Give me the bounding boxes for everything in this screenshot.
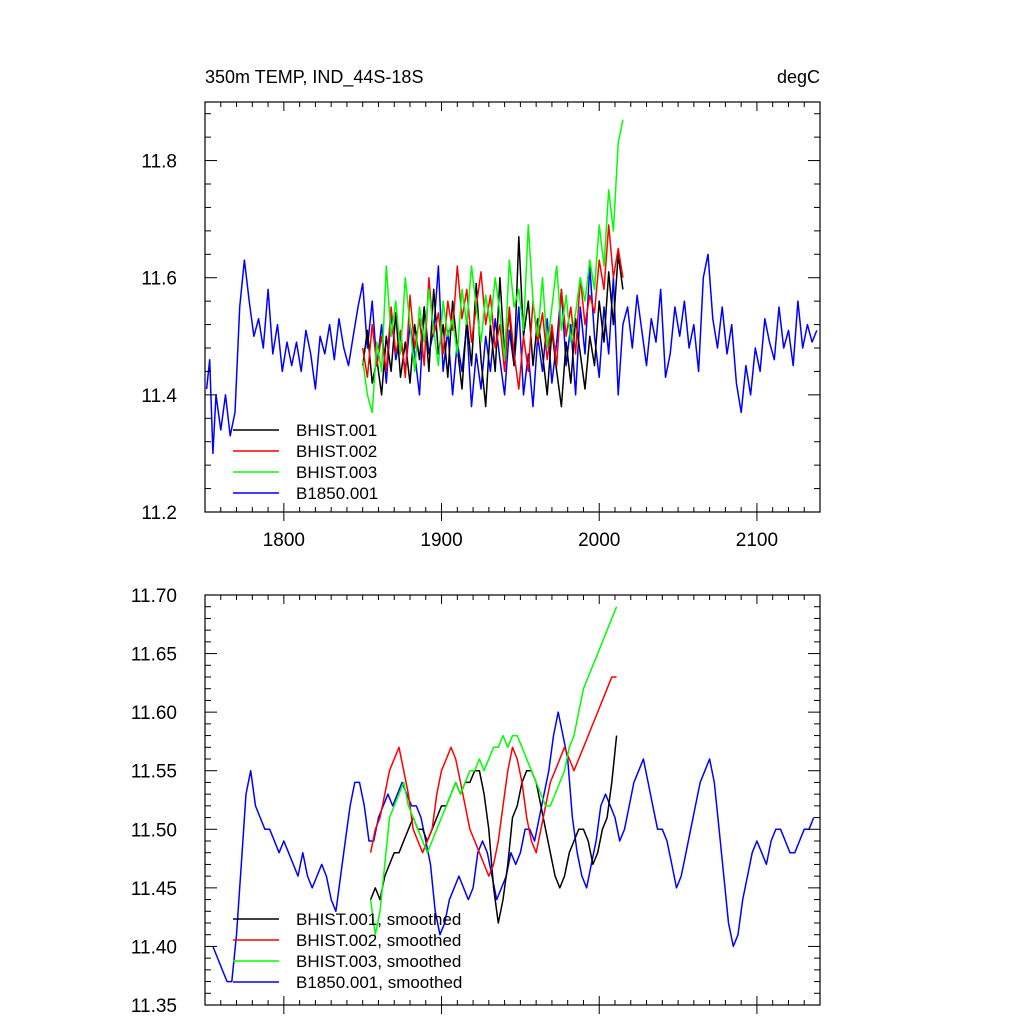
legend: BHIST.001 BHIST.002 BHIST.003 B1850.001 [233, 421, 378, 503]
units-label: degC [777, 67, 820, 87]
legend-label: BHIST.002 [296, 442, 377, 461]
series-line-b1850-001-smoothed [212, 711, 815, 983]
series-line-bhist-001-smoothed [369, 735, 618, 924]
y-tick-label: 11.65 [131, 645, 177, 666]
legend-label: BHIST.001, smoothed [296, 910, 461, 929]
tick-group: 1800 1900 2000 2100 11.2 11.4 11.6 11.8 [141, 102, 821, 551]
bottom-panel: 11.35 11.40 11.45 11.50 11.55 11.60 11.65 11.70… [131, 586, 821, 1017]
legend-label: B1850.001, smoothed [296, 973, 462, 992]
legend-label: BHIST.003, smoothed [296, 952, 461, 971]
y-tick-label: 11.6 [141, 269, 177, 290]
top-panel: 350m TEMP, IND_44S-18S degC 1800 1900 2000… [141, 67, 821, 551]
series-line-bhist-003-smoothed [369, 606, 618, 936]
y-tick-label: 11.40 [131, 937, 177, 958]
series-line-bhist-002-smoothed [369, 676, 617, 877]
y-tick-label: 11.70 [131, 586, 177, 607]
series-group [212, 606, 815, 983]
series-line-bhist-001 [361, 235, 624, 408]
series-line-bhist-003 [361, 119, 624, 414]
y-tick-label: 11.4 [141, 386, 177, 407]
legend-label: B1850.001 [296, 484, 378, 503]
tick-group: 11.35 11.40 11.45 11.50 11.55 11.60 11.65 11.70 [131, 586, 821, 1017]
legend-label: BHIST.001 [296, 421, 377, 440]
legend-label: BHIST.003 [296, 463, 377, 482]
y-tick-label: 11.35 [131, 996, 177, 1017]
plot-frame [204, 594, 821, 1006]
plot-frame [204, 101, 821, 513]
y-tick-label: 11.45 [131, 879, 177, 900]
y-tick-label: 11.60 [131, 703, 177, 724]
x-tick-label: 1800 [263, 530, 305, 551]
y-tick-label: 11.50 [131, 820, 177, 841]
x-tick-label: 2100 [736, 530, 778, 551]
series-line-bhist-002 [361, 224, 624, 390]
y-tick-label: 11.2 [141, 503, 177, 524]
legend: BHIST.001, smoothed BHIST.002, smoothed BH… [233, 910, 462, 992]
series-line-b1850-001 [205, 253, 818, 455]
panel-title: 350m TEMP, IND_44S-18S [205, 67, 423, 88]
y-tick-label: 11.8 [141, 152, 177, 173]
x-tick-label: 1900 [420, 530, 462, 551]
legend-label: BHIST.002, smoothed [296, 931, 461, 950]
series-group [205, 119, 818, 455]
y-tick-label: 11.55 [131, 762, 177, 783]
x-tick-label: 2000 [578, 530, 620, 551]
